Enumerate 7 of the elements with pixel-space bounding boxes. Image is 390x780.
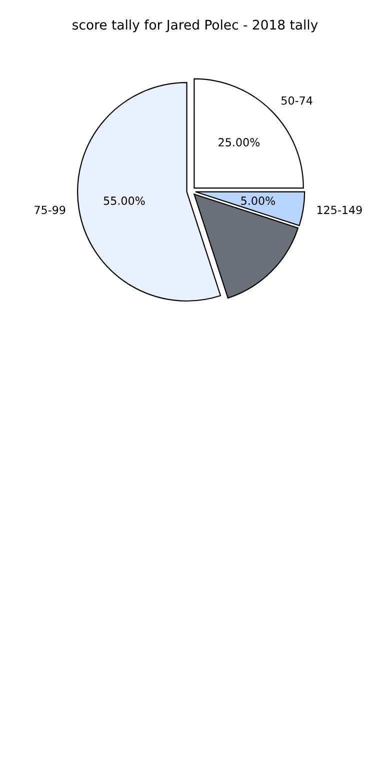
data-label: 25.00% [218, 138, 260, 146]
data-label: 5.00% [241, 196, 276, 205]
chart-title: score tally for Jared Polec - 2018 tally [72, 20, 318, 32]
slice-label: 75-99 [34, 206, 66, 214]
slice-label: 125-149 [317, 206, 362, 214]
slice-label: 50-74 [282, 96, 312, 105]
data-label: 55.00% [104, 196, 145, 205]
